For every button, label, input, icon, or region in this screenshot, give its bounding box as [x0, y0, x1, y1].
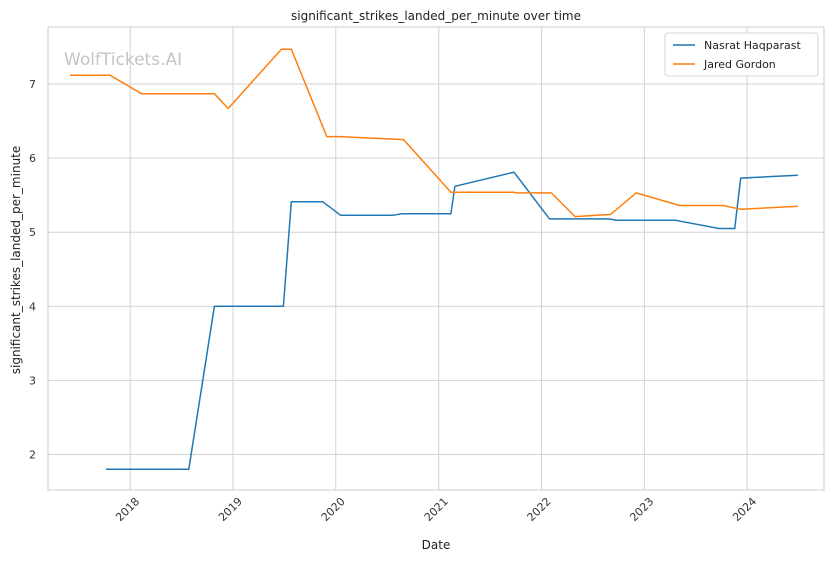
- legend: Nasrat Haqparast Jared Gordon: [664, 32, 819, 77]
- legend-box: [664, 32, 819, 77]
- legend-label-jared-gordon: Jared Gordon: [703, 58, 776, 71]
- series-line-jared-gordon: [70, 48, 798, 218]
- series-lines: [70, 48, 798, 471]
- y-tick-label: 5: [29, 226, 36, 239]
- y-tick-label: 4: [29, 300, 36, 313]
- plot-area: [48, 27, 824, 490]
- y-tick-label: 3: [29, 374, 36, 387]
- legend-label-nasrat-haqparast: Nasrat Haqparast: [704, 39, 801, 52]
- y-tick-label: 7: [29, 78, 36, 91]
- y-tick-label: 6: [29, 152, 36, 165]
- y-tick-label: 2: [29, 448, 36, 461]
- series-line-nasrat-haqparast: [106, 171, 798, 471]
- y-axis-title: significant_strikes_landed_per_minute: [9, 146, 23, 375]
- chart-title: significant_strikes_landed_per_minute ov…: [291, 9, 581, 23]
- x-axis-title: Date: [422, 538, 451, 552]
- watermark: WolfTickets.AI: [64, 50, 182, 70]
- plot-frame: [47, 26, 825, 491]
- grid: [48, 27, 824, 490]
